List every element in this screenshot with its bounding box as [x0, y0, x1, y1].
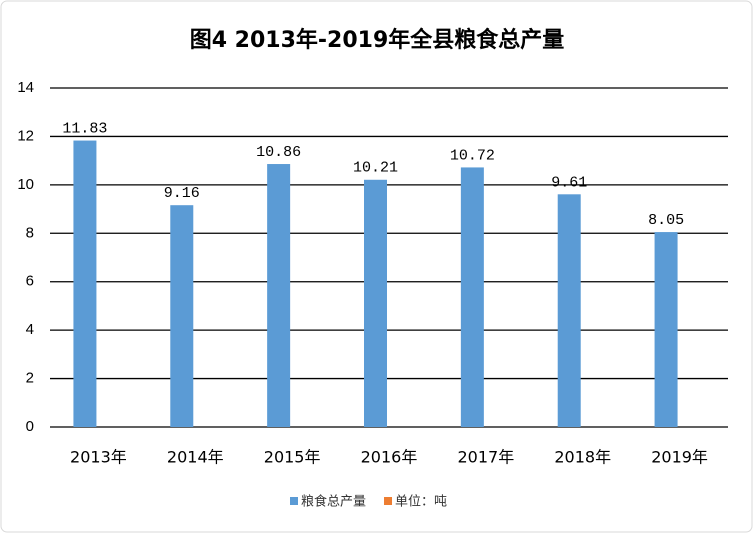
- y-tick-label: 14: [17, 79, 34, 96]
- bar: [170, 205, 194, 427]
- x-tick-label: 2019年: [651, 448, 708, 467]
- data-label: 8.05: [648, 212, 684, 229]
- x-tick-label: 2016年: [361, 448, 418, 467]
- legend-label: 单位：吨: [395, 495, 447, 510]
- bar: [460, 167, 484, 427]
- y-tick-label: 4: [26, 321, 34, 338]
- data-label: 10.72: [450, 147, 495, 164]
- data-label: 10.21: [353, 160, 398, 177]
- bar: [654, 232, 678, 427]
- legend-label: 粮食总产量: [301, 494, 366, 510]
- legend-swatch: [290, 497, 298, 505]
- x-tick-label: 2015年: [264, 448, 321, 467]
- y-tick-label: 2: [26, 370, 34, 387]
- data-label: 9.16: [164, 185, 200, 202]
- bar: [364, 179, 387, 427]
- bar: [267, 164, 291, 428]
- data-label: 9.61: [551, 174, 587, 191]
- y-tick-label: 12: [17, 127, 34, 144]
- chart-title: 图4 2013年-2019年全县粮食总产量: [190, 27, 565, 53]
- data-label: 10.86: [256, 144, 301, 161]
- legend-swatch: [384, 497, 393, 505]
- data-label: 11.83: [62, 121, 107, 138]
- x-tick-label: 2017年: [457, 448, 514, 467]
- bar: [557, 194, 581, 427]
- y-tick-label: 8: [26, 224, 34, 241]
- x-tick-label: 2018年: [554, 448, 611, 467]
- y-tick-label: 6: [26, 273, 34, 290]
- x-tick-label: 2014年: [167, 448, 224, 467]
- bar: [73, 140, 97, 428]
- y-tick-label: 0: [26, 418, 34, 435]
- y-tick-label: 10: [17, 176, 34, 193]
- x-tick-label: 2013年: [70, 448, 127, 467]
